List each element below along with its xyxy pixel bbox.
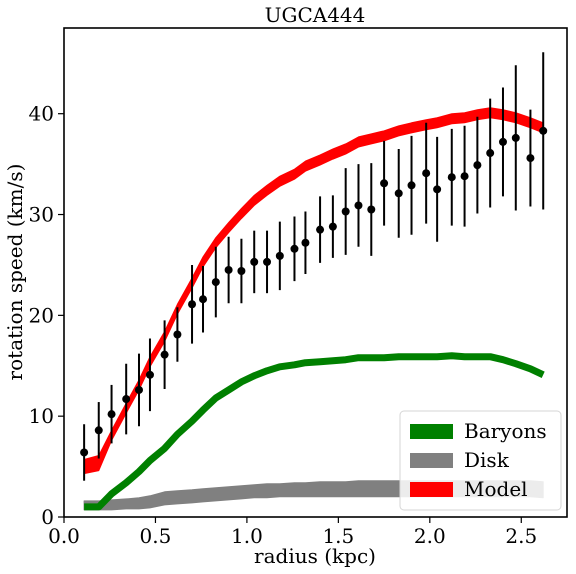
x-tick-label: 2.0 [414,524,446,548]
y-axis-label: rotation speed (km/s) [3,164,27,381]
observed-point [367,205,376,214]
legend-swatch-disk [410,453,453,468]
observed-point [107,410,116,419]
observed-point [122,395,131,404]
observed-point [486,149,495,158]
y-tick-label: 20 [29,303,54,327]
observed-point [160,350,169,359]
observed-point [341,207,350,216]
observed-point [94,426,103,435]
x-tick-label: 2.5 [505,524,537,548]
observed-point [354,201,363,210]
observed-point [473,161,482,170]
legend-label-baryons: Baryons [464,419,547,443]
observed-point [145,370,154,379]
observed-point [316,225,325,234]
observed-point [460,172,469,181]
observed-point [275,251,284,260]
observed-point [433,185,442,194]
observed-point [539,126,548,135]
y-tick-label: 0 [41,505,54,529]
observed-point [447,173,456,182]
chart-title: UGCA444 [265,3,366,27]
observed-point [211,278,220,287]
observed-point [237,266,246,275]
observed-point [250,257,259,266]
observed-point [394,189,403,198]
observed-point [380,179,389,188]
y-tick-label: 10 [29,404,54,428]
x-tick-label: 1.0 [231,524,263,548]
observed-point [134,385,143,394]
y-tick-label: 30 [29,203,54,227]
axis-ticks: 0.0 0.5 1.0 1.5 2.0 2.5 0 10 20 30 40 [29,102,538,548]
observed-point [328,222,337,231]
y-tick-label: 40 [29,102,54,126]
legend-swatch-model [410,482,453,497]
observed-point [422,169,431,178]
legend: Baryons Disk Model [399,410,562,511]
x-tick-label: 0.0 [48,524,80,548]
axes-frame [63,27,568,518]
baryons-series-line [84,352,545,511]
legend-swatch-baryons [410,424,453,439]
x-tick-label: 1.5 [322,524,354,548]
observed-point [407,181,416,190]
observed-point [511,133,520,142]
observed-point [199,295,208,304]
legend-label-disk: Disk [464,448,510,472]
observed-point [188,300,197,309]
x-axis-label: radius (kpc) [254,544,376,568]
x-tick-label: 0.5 [140,524,172,548]
observed-point [526,154,535,163]
observed-point [290,244,299,253]
observed-point [301,238,310,247]
observed-point [263,257,272,266]
observed-point [498,137,507,146]
legend-label-model: Model [464,477,528,501]
observed-point [224,265,233,274]
observed-point [173,330,182,339]
observed-point [80,448,89,457]
